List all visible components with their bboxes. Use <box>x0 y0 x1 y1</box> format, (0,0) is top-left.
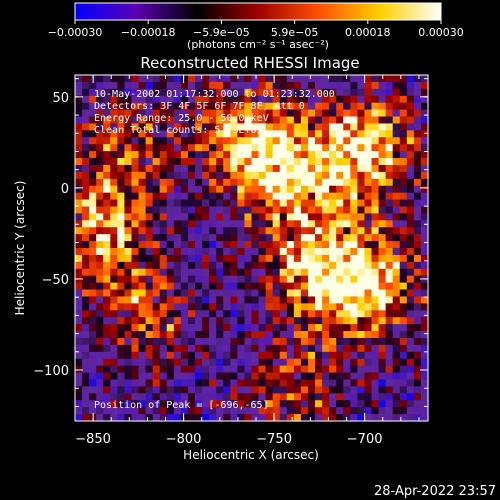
y-tick-label: −100 <box>33 364 69 379</box>
colorbar-tick-label: 0.00018 <box>345 26 391 39</box>
colorbar-tick-label: 5.9e−05 <box>271 26 318 39</box>
colorbar-tick-label: −0.00018 <box>121 26 176 39</box>
footer-timestamp: 28-Apr-2022 23:57 <box>374 484 496 499</box>
colorbar <box>74 2 442 21</box>
x-tick-label: −700 <box>347 432 383 447</box>
x-axis: −850 −800 −750 −700 <box>74 75 420 447</box>
colorbar-unit-label: (photons cm⁻² s⁻¹ asec⁻²) <box>187 38 329 51</box>
y-tick-label: 0 <box>61 182 69 197</box>
y-axis: 50 0 −50 −100 <box>33 78 428 407</box>
info-line: 10-May-2002 01:17:32.000 to 01:23:32.000 <box>94 89 335 100</box>
colorbar-tick-label: −0.00030 <box>48 26 103 39</box>
plot-frame <box>74 74 429 422</box>
chart-title: Reconstructed RHESSI Image <box>140 54 359 72</box>
x-tick-label: −850 <box>75 432 111 447</box>
y-axis-label: Heliocentric Y (arcsec) <box>13 181 27 316</box>
colorbar-ticks: −0.00030 −0.00018 −5.9e−05 5.9e−05 0.00018 0.… <box>48 20 464 39</box>
y-tick-label: 50 <box>52 91 69 106</box>
peak-position-label: Position of Peak = [-696,-65] <box>94 400 269 411</box>
info-line: Clean Total counts: 5.73E+03 <box>94 125 263 136</box>
colorbar-tick-label: 0.00030 <box>418 26 464 39</box>
info-line: Energy Range: 25.0 - 50.0 keV <box>94 113 269 124</box>
heatmap-image <box>75 75 429 422</box>
y-tick-label: −50 <box>42 273 69 288</box>
x-axis-label: Heliocentric X (arcsec) <box>183 448 319 462</box>
colorbar-tick-label: −5.9e−05 <box>193 26 250 39</box>
info-line: Detectors: 3F 4F 5F 6F 7F 8F, Att 0 <box>94 101 305 112</box>
x-tick-label: −800 <box>166 432 202 447</box>
info-annotation: 10-May-2002 01:17:32.000 to 01:23:32.000… <box>94 89 335 136</box>
x-tick-label: −750 <box>256 432 292 447</box>
